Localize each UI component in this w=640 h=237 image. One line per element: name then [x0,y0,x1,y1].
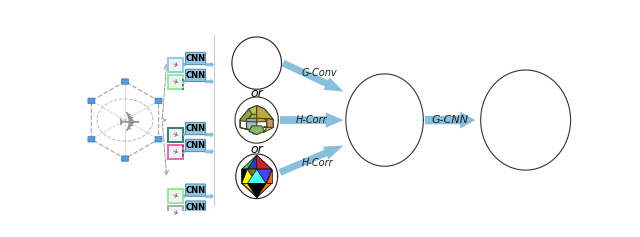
Polygon shape [425,112,476,128]
Polygon shape [266,169,271,183]
FancyBboxPatch shape [155,137,162,142]
Text: CNN: CNN [186,203,205,212]
FancyBboxPatch shape [186,69,205,82]
Polygon shape [248,169,266,183]
Text: ✈: ✈ [172,192,179,200]
Polygon shape [246,122,257,134]
FancyBboxPatch shape [88,98,95,104]
Polygon shape [257,155,271,169]
Polygon shape [183,78,186,85]
Polygon shape [240,109,252,122]
Text: ✈: ✈ [172,131,179,138]
Polygon shape [205,193,214,199]
Text: CNN: CNN [186,124,205,133]
Polygon shape [246,118,257,128]
Polygon shape [264,118,273,128]
Text: CNN: CNN [186,186,205,195]
FancyBboxPatch shape [155,98,162,104]
Bar [168,206,183,220]
Text: or: or [250,87,263,100]
Bar [168,75,183,88]
Polygon shape [205,149,214,155]
Text: or: or [250,143,263,156]
FancyBboxPatch shape [88,137,95,142]
Polygon shape [183,132,186,138]
Text: ✈: ✈ [172,148,179,155]
Polygon shape [266,169,271,183]
Polygon shape [248,155,266,169]
FancyBboxPatch shape [186,184,205,196]
Polygon shape [240,119,248,130]
Polygon shape [183,149,186,155]
Text: ✈: ✈ [172,210,179,217]
Polygon shape [264,121,273,133]
Polygon shape [282,60,344,91]
Text: ✈: ✈ [172,61,179,68]
Polygon shape [249,126,264,135]
Polygon shape [205,132,214,138]
Polygon shape [280,112,344,128]
FancyBboxPatch shape [186,122,205,135]
Polygon shape [249,105,264,114]
Polygon shape [240,105,257,119]
Polygon shape [257,105,273,119]
Text: CNN: CNN [186,71,205,80]
Polygon shape [242,155,257,169]
Polygon shape [242,169,248,183]
Polygon shape [242,169,257,183]
Polygon shape [257,183,271,197]
Text: ✈: ✈ [172,78,179,85]
FancyBboxPatch shape [122,156,129,161]
Polygon shape [205,210,214,216]
Polygon shape [242,183,257,197]
Polygon shape [242,169,257,183]
Text: CNN: CNN [186,54,205,63]
FancyBboxPatch shape [186,52,205,65]
Polygon shape [183,210,186,216]
Polygon shape [248,183,266,197]
Text: H-Corr: H-Corr [302,158,333,168]
FancyBboxPatch shape [122,79,129,84]
Polygon shape [242,169,248,183]
Polygon shape [183,62,186,68]
Polygon shape [183,193,186,199]
Text: G-Conv: G-Conv [301,68,337,78]
Polygon shape [246,114,267,122]
Bar [168,145,183,159]
Polygon shape [257,169,271,183]
Polygon shape [205,62,214,68]
Polygon shape [257,155,271,169]
Text: ⋮: ⋮ [176,144,190,158]
Text: ⋮: ⋮ [176,78,190,92]
Text: G-CNN: G-CNN [431,115,468,125]
Polygon shape [248,169,266,183]
Polygon shape [242,183,257,197]
FancyBboxPatch shape [186,201,205,213]
Bar [168,58,183,72]
Text: CNN: CNN [186,141,205,150]
Polygon shape [242,155,257,169]
Polygon shape [205,78,214,85]
FancyBboxPatch shape [186,139,205,152]
Bar [168,189,183,203]
Text: ✈: ✈ [117,110,140,138]
Polygon shape [257,183,271,197]
Bar [168,128,183,142]
Text: H-Corr: H-Corr [296,115,328,125]
Polygon shape [278,146,344,176]
Polygon shape [257,169,271,183]
Polygon shape [262,109,273,122]
